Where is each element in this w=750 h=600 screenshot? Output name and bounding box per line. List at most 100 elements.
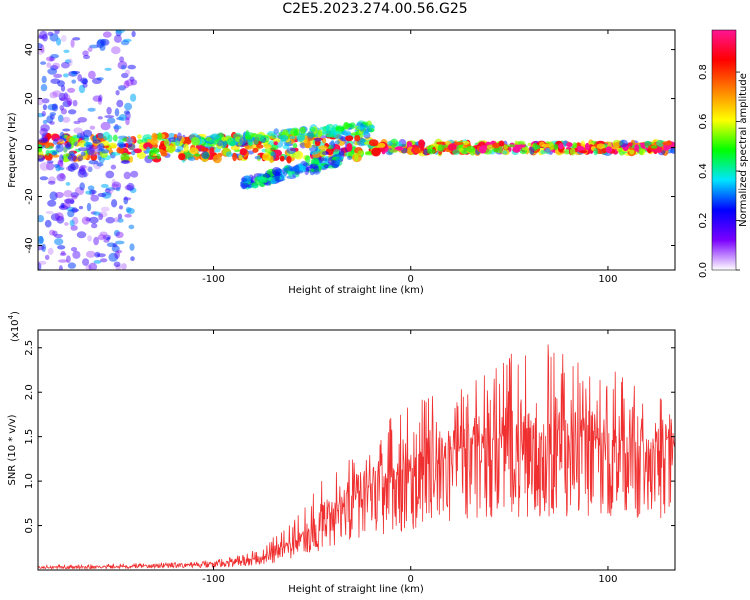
- heatmap-cell: [605, 146, 613, 154]
- heatmap-cell: [116, 249, 123, 254]
- heatmap-cell: [66, 255, 71, 263]
- heatmap-cell: [395, 146, 404, 151]
- heatmap-cell: [377, 142, 386, 148]
- heatmap-cell: [78, 166, 86, 172]
- heatmap-cell: [292, 143, 298, 149]
- heatmap-cell: [340, 126, 345, 132]
- heatmap-cell: [318, 157, 323, 164]
- heatmap-cell: [286, 147, 296, 155]
- heatmap-cell: [129, 156, 134, 163]
- heatmap-cell: [109, 188, 114, 193]
- spectrogram-x-axis: -100 0 100: [202, 30, 617, 285]
- heatmap-cell: [129, 243, 135, 251]
- heatmap-cell: [638, 147, 644, 156]
- heatmap-cell: [84, 165, 93, 172]
- heatmap-cell: [120, 64, 127, 70]
- heatmap-cell: [282, 167, 288, 176]
- heatmap-cell: [38, 43, 43, 49]
- heatmap-cell: [105, 170, 115, 179]
- heatmap-cell: [115, 231, 124, 238]
- heatmap-cell: [262, 152, 272, 161]
- heatmap-cell: [174, 137, 180, 146]
- colorbar-ticks: 0.0 0.2 0.4 0.6 0.8: [698, 64, 740, 278]
- heatmap-cell: [39, 128, 48, 136]
- heatmap-cell: [553, 143, 559, 151]
- heatmap-cell: [279, 155, 285, 162]
- heatmap-cell: [529, 146, 535, 155]
- heatmap-cell: [90, 194, 99, 202]
- heatmap-cell: [38, 154, 46, 162]
- heatmap-cell: [210, 133, 220, 140]
- heatmap-cell: [67, 209, 75, 218]
- x-tick-label: 0: [408, 574, 414, 585]
- heatmap-cell: [60, 35, 67, 42]
- x-tick-label: 100: [598, 574, 617, 585]
- heatmap-cell: [130, 256, 135, 262]
- heatmap-cell: [319, 149, 327, 158]
- snr-x-axis: -100 0 100: [202, 330, 617, 585]
- heatmap-cell: [120, 160, 131, 164]
- heatmap-cell: [51, 133, 60, 142]
- heatmap-cell: [105, 187, 116, 191]
- heatmap-cell: [41, 243, 46, 252]
- heatmap-cell: [593, 147, 598, 156]
- heatmap-cell: [307, 130, 314, 139]
- heatmap-cell: [55, 143, 64, 153]
- heatmap-cell: [56, 215, 65, 224]
- heatmap-cell: [104, 115, 115, 119]
- heatmap-cell: [54, 212, 64, 222]
- heatmap-cell: [58, 259, 68, 263]
- heatmap-cell: [238, 154, 243, 160]
- heatmap-cell: [521, 146, 530, 151]
- heatmap-cell: [46, 160, 54, 164]
- heatmap-cell: [264, 148, 272, 153]
- heatmap-cell: [54, 30, 60, 35]
- heatmap-cell: [47, 180, 56, 185]
- colorbar-tick-label: 0.0: [698, 262, 709, 278]
- heatmap-cell: [356, 125, 365, 130]
- heatmap-cell: [123, 197, 132, 201]
- heatmap-cell: [263, 144, 272, 149]
- heatmap-cell: [93, 236, 99, 246]
- heatmap-cell: [226, 137, 236, 146]
- heatmap-cell: [124, 213, 132, 218]
- heatmap-cell: [38, 260, 47, 265]
- heatmap-cell: [97, 192, 107, 198]
- heatmap-cell: [89, 125, 96, 130]
- heatmap-cell: [119, 56, 125, 63]
- heatmap-cell: [83, 142, 93, 148]
- y-tick-label: 40: [24, 43, 35, 56]
- heatmap-cell: [38, 144, 43, 153]
- heatmap-cell: [115, 30, 125, 34]
- heatmap-cell: [72, 99, 78, 107]
- heatmap-cell: [121, 159, 130, 164]
- heatmap-cell: [164, 138, 170, 148]
- heatmap-cell: [152, 147, 160, 154]
- heatmap-cell: [113, 229, 120, 237]
- heatmap-cell: [346, 143, 353, 152]
- heatmap-cell: [610, 146, 620, 150]
- heatmap-cell: [59, 252, 67, 256]
- heatmap-cell: [38, 214, 45, 223]
- heatmap-cell: [100, 258, 108, 263]
- heatmap-cell: [77, 74, 83, 82]
- heatmap-cell: [502, 150, 508, 155]
- heatmap-cell: [454, 141, 464, 146]
- heatmap-cell: [100, 38, 110, 46]
- heatmap-cell: [98, 213, 104, 221]
- heatmap-cell: [117, 60, 128, 70]
- heatmap-cell: [160, 151, 168, 157]
- heatmap-cell: [58, 92, 66, 102]
- heatmap-cell: [335, 157, 341, 166]
- heatmap-cell: [194, 153, 201, 157]
- heatmap-cell: [240, 177, 248, 182]
- heatmap-cell: [85, 190, 92, 195]
- heatmap-cell: [317, 129, 323, 138]
- heatmap-cell: [246, 150, 255, 155]
- heatmap-cell: [89, 44, 99, 49]
- heatmap-cell: [47, 31, 54, 36]
- heatmap-cell: [91, 223, 98, 229]
- heatmap-cell: [129, 187, 137, 194]
- heatmap-cell: [126, 207, 135, 215]
- heatmap-cell: [115, 90, 120, 96]
